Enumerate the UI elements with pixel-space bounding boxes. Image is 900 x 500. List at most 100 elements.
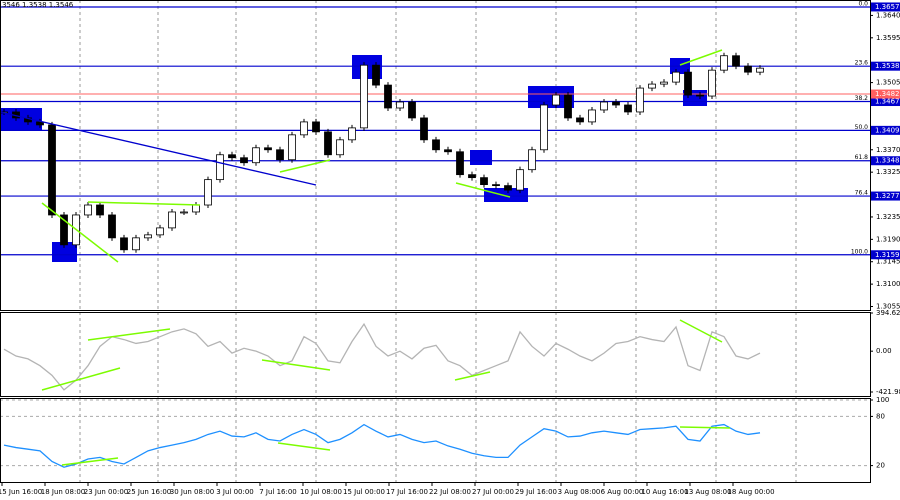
candle-body bbox=[756, 67, 764, 73]
candle-body bbox=[348, 127, 356, 141]
marks bbox=[0, 6, 870, 468]
x-tick-label: 27 Jul 00:00 bbox=[472, 488, 514, 496]
x-tick-label: 22 Jul 08:00 bbox=[429, 488, 471, 496]
fib-price: 1.3348 bbox=[875, 157, 900, 165]
divergence-line bbox=[41, 202, 119, 263]
fib-price: 1.3277 bbox=[875, 192, 900, 200]
fib-ratio: 61.8 bbox=[855, 154, 869, 161]
candle-body bbox=[552, 94, 560, 106]
trend-lines bbox=[0, 49, 731, 466]
time-grid bbox=[79, 0, 797, 482]
zone-box bbox=[0, 108, 42, 130]
candle-body bbox=[504, 185, 512, 191]
candle-body bbox=[480, 177, 488, 186]
candle-body bbox=[300, 121, 308, 136]
y-tick-label: 20 bbox=[876, 462, 885, 470]
price-panel bbox=[0, 0, 871, 311]
indicator-line bbox=[3, 423, 761, 468]
candle-body bbox=[288, 134, 296, 161]
candle-body bbox=[36, 121, 44, 126]
candle-body bbox=[84, 204, 92, 216]
candle-body bbox=[168, 211, 176, 229]
y-tick-label: 1.3235 bbox=[876, 213, 900, 221]
zone-box bbox=[528, 86, 574, 108]
y-tick-label: 1.3505 bbox=[876, 79, 900, 87]
candle-body bbox=[372, 64, 380, 86]
y-tick-label: 1.3190 bbox=[876, 235, 900, 243]
candle-body bbox=[432, 139, 440, 151]
divergence-line bbox=[61, 457, 119, 466]
candle-body bbox=[576, 117, 584, 123]
candle-body bbox=[396, 101, 404, 109]
x-tick-label: 13 Aug 08:00 bbox=[684, 488, 731, 496]
zone-box bbox=[484, 188, 528, 202]
divergence-line bbox=[87, 201, 201, 206]
candle-body bbox=[708, 69, 716, 97]
candle-body bbox=[444, 149, 452, 153]
x-tick-label: 18 Aug 00:00 bbox=[727, 488, 774, 496]
x-tick-label: 17 Jul 16:00 bbox=[386, 488, 428, 496]
y-tick-label: 80 bbox=[876, 412, 885, 420]
candle-body bbox=[324, 131, 332, 156]
candle-body bbox=[276, 149, 284, 161]
y-tick-label: 1.3325 bbox=[876, 168, 900, 176]
divergence-line bbox=[87, 328, 171, 341]
candle-body bbox=[648, 83, 656, 89]
y-tick-label: 1.3640 bbox=[876, 11, 900, 19]
candle-body bbox=[216, 154, 224, 181]
fib-ratio: 0.0 bbox=[858, 0, 868, 7]
candle-body bbox=[420, 117, 428, 141]
x-tick-label: 25 Jun 16:00 bbox=[127, 488, 171, 496]
x-tick-label: 3 Aug 08:00 bbox=[558, 488, 601, 496]
oscillator-panel bbox=[0, 312, 871, 397]
candle-body bbox=[516, 169, 524, 191]
y-tick-label: 394.6289 bbox=[876, 309, 900, 317]
y-tick-label: 0.00 bbox=[876, 347, 892, 355]
candle-body bbox=[132, 237, 140, 251]
header: 3546 1.3538 1.3546 bbox=[2, 1, 74, 9]
candle-body bbox=[696, 94, 704, 97]
candle-body bbox=[564, 94, 572, 119]
candle-body bbox=[60, 214, 68, 246]
candle-body bbox=[192, 204, 200, 213]
divergence-line bbox=[679, 426, 731, 429]
candle-body bbox=[744, 65, 752, 73]
price-box bbox=[871, 156, 900, 166]
candle-body bbox=[96, 204, 104, 216]
x-tick-label: 15 Jul 00:00 bbox=[343, 488, 385, 496]
x-tick-label: 7 Jul 16:00 bbox=[259, 488, 297, 496]
current-price: 1.3482 bbox=[875, 90, 900, 98]
candle-body bbox=[456, 151, 464, 176]
y-tick-label: 1.3145 bbox=[876, 258, 900, 266]
x-tick-label: 18 Jun 08:00 bbox=[41, 488, 85, 496]
divergence-line bbox=[41, 367, 121, 391]
candle-body bbox=[204, 179, 212, 206]
candle-body bbox=[588, 109, 596, 123]
x-tick-label: 10 Aug 16:00 bbox=[641, 488, 688, 496]
candle-body bbox=[528, 149, 536, 171]
candle-body bbox=[468, 174, 476, 179]
candle-body bbox=[264, 147, 272, 151]
price-box bbox=[871, 2, 900, 12]
x-tick-label: 10 Jul 08:00 bbox=[300, 488, 342, 496]
fib-price: 1.3409 bbox=[875, 126, 900, 134]
candle-body bbox=[144, 234, 152, 239]
candle-body bbox=[228, 154, 236, 159]
x-tick-label: 15 Jun 16:00 bbox=[0, 488, 42, 496]
divergence-line bbox=[679, 319, 723, 343]
divergence-line bbox=[279, 159, 331, 173]
candle-body bbox=[720, 55, 728, 71]
candle-body bbox=[612, 101, 620, 106]
x-tick-label: 29 Jul 16:00 bbox=[515, 488, 557, 496]
price-box bbox=[871, 97, 900, 107]
candle-body bbox=[672, 71, 680, 83]
y-tick-label: 100 bbox=[876, 396, 889, 404]
y-tick-label: 1.3100 bbox=[876, 280, 900, 288]
fib-price: 1.3467 bbox=[875, 98, 900, 106]
x-tick-label: 23 Jun 00:00 bbox=[84, 488, 128, 496]
divergence-line bbox=[277, 442, 331, 451]
candle-body bbox=[156, 227, 164, 236]
y-tick-label: 1.3370 bbox=[876, 146, 900, 154]
price-box bbox=[871, 191, 900, 201]
